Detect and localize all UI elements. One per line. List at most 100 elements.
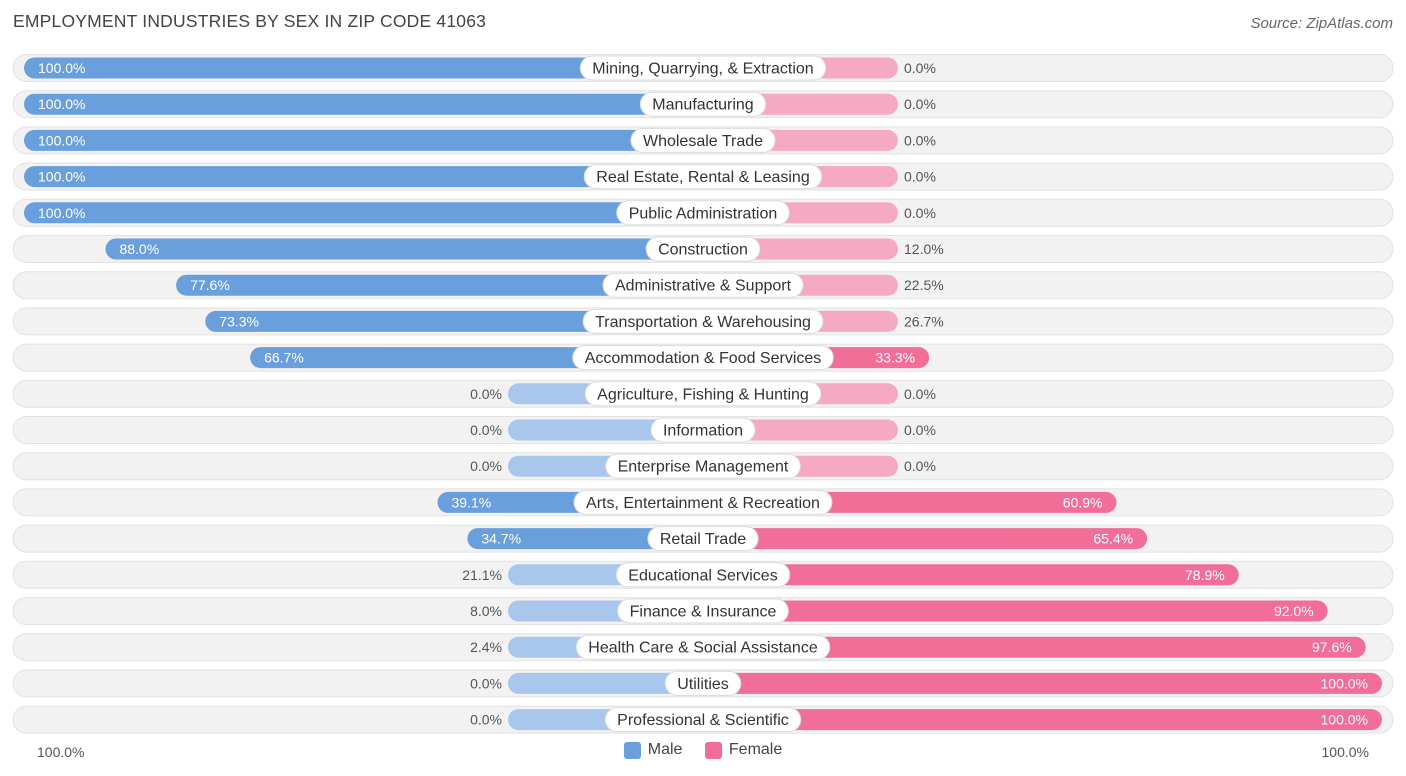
category-pill	[584, 381, 822, 407]
female-value-label: 26.7%	[904, 313, 944, 329]
male-value-label: 88.0%	[119, 241, 159, 257]
male-bar	[508, 672, 714, 694]
female-value-label: 60.9%	[1063, 494, 1103, 510]
category-pill	[605, 453, 801, 479]
legend-item-female[interactable]: Female	[704, 741, 782, 759]
category-pill	[664, 670, 742, 696]
male-value-label: 0.0%	[470, 422, 502, 438]
male-bar	[24, 57, 714, 79]
male-value-label: 2.4%	[470, 639, 502, 655]
chart-title: EMPLOYMENT INDUSTRIES BY SEX IN ZIP CODE…	[13, 11, 487, 31]
female-bar	[692, 600, 1328, 622]
female-value-label: 22.5%	[904, 277, 944, 293]
category-pill	[639, 91, 767, 117]
category-label: Manufacturing	[652, 97, 753, 114]
category-pill	[579, 55, 827, 81]
category-label: Mining, Quarrying, & Extraction	[592, 61, 813, 78]
male-value-label: 0.0%	[470, 458, 502, 474]
category-label: Retail Trade	[660, 531, 746, 548]
female-value-label: 0.0%	[904, 205, 936, 221]
male-bar	[24, 93, 714, 115]
category-label: Professional & Scientific	[617, 712, 789, 729]
category-label: Utilities	[677, 676, 729, 693]
category-label: Wholesale Trade	[643, 133, 763, 150]
category-label: Agriculture, Fishing & Hunting	[597, 386, 809, 403]
male-value-label: 100.0%	[38, 60, 85, 76]
category-pill	[604, 707, 802, 733]
axis-left-label: 100.0%	[37, 744, 85, 760]
male-value-label: 100.0%	[38, 96, 85, 112]
female-value-label: 92.0%	[1274, 603, 1314, 619]
category-label: Enterprise Management	[618, 459, 789, 476]
category-pill	[583, 164, 823, 190]
category-pill	[615, 562, 791, 588]
category-pill	[573, 489, 833, 515]
female-bar	[692, 709, 1382, 731]
male-value-label: 100.0%	[38, 169, 85, 185]
female-value-label: 0.0%	[904, 386, 936, 402]
female-value-label: 97.6%	[1312, 639, 1352, 655]
female-bar	[692, 636, 1366, 658]
category-label: Accommodation & Food Services	[585, 350, 822, 367]
category-label: Educational Services	[628, 567, 777, 584]
female-value-label: 78.9%	[1185, 567, 1225, 583]
female-value-label: 0.0%	[904, 60, 936, 76]
category-label: Real Estate, Rental & Leasing	[596, 169, 809, 186]
male-value-label: 100.0%	[38, 205, 85, 221]
category-pill	[575, 634, 831, 660]
female-value-label: 12.0%	[904, 241, 944, 257]
legend-label-male: Male	[647, 741, 683, 758]
female-value-label: 65.4%	[1093, 531, 1133, 547]
category-pill	[616, 200, 790, 226]
legend-swatch-male	[623, 741, 641, 759]
female-value-label: 100.0%	[1321, 675, 1368, 691]
axis-right-label: 100.0%	[1321, 744, 1369, 760]
source-label: Source: ZipAtlas.com	[1250, 15, 1393, 32]
category-pill	[647, 526, 759, 552]
category-label: Health Care & Social Assistance	[588, 640, 818, 657]
male-value-label: 77.6%	[190, 277, 230, 293]
male-bar	[24, 166, 714, 188]
male-value-label: 73.3%	[219, 313, 259, 329]
male-value-label: 21.1%	[462, 567, 502, 583]
male-value-label: 0.0%	[470, 675, 502, 691]
female-value-label: 0.0%	[904, 422, 936, 438]
male-value-label: 34.7%	[481, 531, 521, 547]
category-pill	[630, 127, 776, 153]
chart-area: Mining, Quarrying, & Extraction 100.0% 0.0…	[12, 54, 1394, 734]
male-bar	[24, 129, 714, 151]
female-value-label: 100.0%	[1321, 712, 1368, 728]
legend-item-male[interactable]: Male	[623, 741, 683, 759]
category-pill	[572, 345, 834, 371]
category-pill	[645, 236, 761, 262]
male-value-label: 0.0%	[470, 386, 502, 402]
female-value-label: 0.0%	[904, 96, 936, 112]
female-value-label: 33.3%	[875, 350, 915, 366]
female-value-label: 0.0%	[904, 132, 936, 148]
category-label: Arts, Entertainment & Recreation	[586, 495, 820, 512]
male-value-label: 39.1%	[452, 494, 492, 510]
category-label: Finance & Insurance	[630, 604, 777, 621]
male-bar	[176, 274, 714, 296]
category-label: Information	[663, 423, 743, 440]
category-label: Administrative & Support	[615, 278, 792, 295]
category-pill	[650, 417, 756, 443]
male-value-label: 100.0%	[38, 132, 85, 148]
female-value-label: 0.0%	[904, 458, 936, 474]
female-bar	[692, 528, 1148, 550]
male-value-label: 0.0%	[470, 712, 502, 728]
category-pill	[617, 598, 789, 624]
male-bar	[105, 238, 714, 260]
male-value-label: 8.0%	[470, 603, 502, 619]
category-label: Transportation & Warehousing	[595, 314, 811, 331]
category-pill	[602, 272, 804, 298]
legend-swatch-female	[704, 741, 722, 759]
category-label: Public Administration	[629, 205, 778, 222]
legend: Male Female	[0, 741, 1406, 764]
female-bar	[692, 672, 1382, 694]
category-label: Construction	[658, 242, 748, 259]
category-pill	[582, 308, 824, 334]
male-bar	[24, 202, 714, 224]
female-value-label: 0.0%	[904, 169, 936, 185]
male-value-label: 66.7%	[264, 350, 304, 366]
